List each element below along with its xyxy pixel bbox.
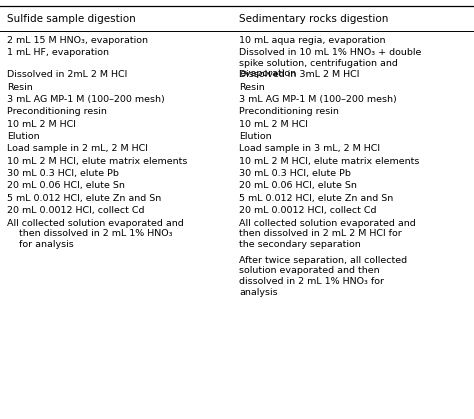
- Text: Elution: Elution: [239, 132, 272, 141]
- Text: Resin: Resin: [7, 83, 33, 92]
- Text: 10 mL aqua regia, evaporation: 10 mL aqua regia, evaporation: [239, 36, 386, 44]
- Text: 3 mL AG MP-1 M (100–200 mesh): 3 mL AG MP-1 M (100–200 mesh): [7, 95, 165, 104]
- Text: 1 mL HF, evaporation: 1 mL HF, evaporation: [7, 48, 109, 57]
- Text: Dissolved in 10 mL 1% HNO₃ + double
spike solution, centrifugation and
evaporati: Dissolved in 10 mL 1% HNO₃ + double spik…: [239, 48, 422, 78]
- Text: All collected solution evaporated and
then dissolved in 2 mL 2 M HCl for
the sec: All collected solution evaporated and th…: [239, 219, 416, 249]
- Text: 20 mL 0.0012 HCl, collect Cd: 20 mL 0.0012 HCl, collect Cd: [239, 206, 377, 215]
- Text: After twice separation, all collected
solution evaporated and then
dissolved in : After twice separation, all collected so…: [239, 256, 408, 297]
- Text: 3 mL AG MP-1 M (100–200 mesh): 3 mL AG MP-1 M (100–200 mesh): [239, 95, 397, 104]
- Text: All collected solution evaporated and
    then dissolved in 2 mL 1% HNO₃
    for: All collected solution evaporated and th…: [7, 219, 184, 249]
- Text: Dissolved in 2mL 2 M HCl: Dissolved in 2mL 2 M HCl: [7, 70, 128, 79]
- Text: 30 mL 0.3 HCl, elute Pb: 30 mL 0.3 HCl, elute Pb: [7, 169, 119, 178]
- Text: 20 mL 0.06 HCl, elute Sn: 20 mL 0.06 HCl, elute Sn: [7, 181, 125, 191]
- Text: Load sample in 2 mL, 2 M HCl: Load sample in 2 mL, 2 M HCl: [7, 145, 148, 153]
- Text: Sedimentary rocks digestion: Sedimentary rocks digestion: [239, 14, 389, 24]
- Text: Elution: Elution: [7, 132, 40, 141]
- Text: 5 mL 0.012 HCl, elute Zn and Sn: 5 mL 0.012 HCl, elute Zn and Sn: [7, 194, 161, 203]
- Text: Sulfide sample digestion: Sulfide sample digestion: [7, 14, 136, 24]
- Text: Resin: Resin: [239, 83, 265, 92]
- Text: 20 mL 0.06 HCl, elute Sn: 20 mL 0.06 HCl, elute Sn: [239, 181, 357, 191]
- Text: Preconditioning resin: Preconditioning resin: [7, 107, 107, 116]
- Text: 30 mL 0.3 HCl, elute Pb: 30 mL 0.3 HCl, elute Pb: [239, 169, 351, 178]
- Text: 10 mL 2 M HCl: 10 mL 2 M HCl: [7, 120, 76, 129]
- Text: Preconditioning resin: Preconditioning resin: [239, 107, 339, 116]
- Text: 2 mL 15 M HNO₃, evaporation: 2 mL 15 M HNO₃, evaporation: [7, 36, 148, 44]
- Text: 5 mL 0.012 HCl, elute Zn and Sn: 5 mL 0.012 HCl, elute Zn and Sn: [239, 194, 393, 203]
- Text: 10 mL 2 M HCl: 10 mL 2 M HCl: [239, 120, 308, 129]
- Text: 20 mL 0.0012 HCl, collect Cd: 20 mL 0.0012 HCl, collect Cd: [7, 206, 145, 215]
- Text: Dissolved in 3mL 2 M HCl: Dissolved in 3mL 2 M HCl: [239, 70, 360, 79]
- Text: 10 mL 2 M HCl, elute matrix elements: 10 mL 2 M HCl, elute matrix elements: [239, 157, 420, 166]
- Text: 10 mL 2 M HCl, elute matrix elements: 10 mL 2 M HCl, elute matrix elements: [7, 157, 188, 166]
- Text: Load sample in 3 mL, 2 M HCl: Load sample in 3 mL, 2 M HCl: [239, 145, 380, 153]
